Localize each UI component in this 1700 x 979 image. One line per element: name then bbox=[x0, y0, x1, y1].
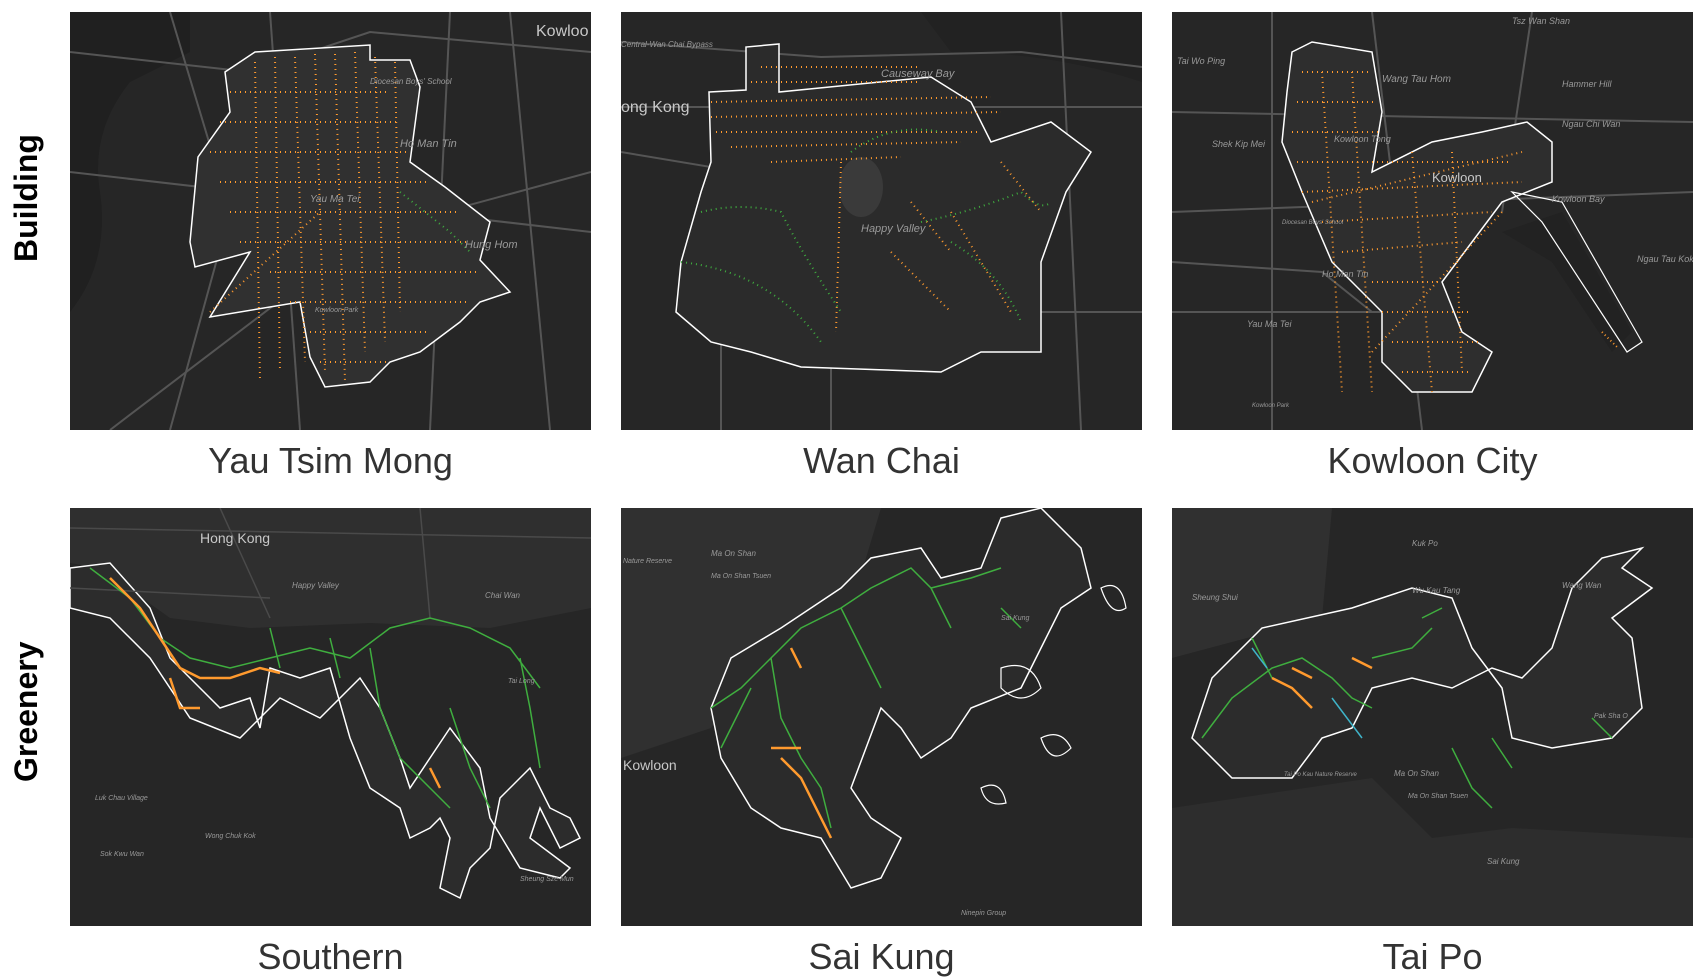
svg-text:Tsz Wan Shan: Tsz Wan Shan bbox=[1512, 16, 1570, 26]
svg-text:Ho Man Tin: Ho Man Tin bbox=[400, 138, 457, 150]
map-yau-tsim-mong: Kowloo Diocesan Boys' School Ho Man Tin … bbox=[70, 12, 591, 430]
svg-text:Ninepin Group: Ninepin Group bbox=[961, 910, 1006, 917]
svg-text:Tai Po Kau Nature Reserve: Tai Po Kau Nature Reserve bbox=[1284, 772, 1357, 778]
map-place-labels: Kowloo Diocesan Boys' School Ho Man Tin … bbox=[310, 23, 589, 314]
svg-text:Tai Long: Tai Long bbox=[508, 678, 535, 685]
svg-text:Kowloon Park: Kowloon Park bbox=[1252, 403, 1290, 409]
map-tai-po: Kuk Po Wu Kau Tang Wang Wan Sheung Shui … bbox=[1172, 508, 1693, 926]
greenery-point-cloud bbox=[89, 567, 541, 809]
svg-text:Hong Kong: Hong Kong bbox=[200, 530, 270, 546]
svg-text:Hammer Hill: Hammer Hill bbox=[1562, 79, 1613, 89]
map-place-labels: Central-Wan Chai Bypass Causeway Bay ong… bbox=[621, 40, 956, 235]
caption-sai-kung: Sai Kung bbox=[808, 936, 955, 977]
map-place-labels: Tsz Wan Shan Tai Wo Ping Wang Tau Hom Ha… bbox=[1177, 16, 1693, 409]
map-sai-kung: Ma On Shan Ma On Shan Tsuen Sai Kung Kow… bbox=[621, 508, 1127, 917]
svg-text:Pak Sha O: Pak Sha O bbox=[1594, 713, 1628, 720]
svg-text:Shek Kip Mei: Shek Kip Mei bbox=[1212, 139, 1266, 149]
map-place-labels: Kuk Po Wu Kau Tang Wang Wan Sheung Shui … bbox=[1192, 539, 1628, 866]
greenery-point-cloud bbox=[1201, 607, 1613, 809]
svg-text:Ma On Shan Tsuen: Ma On Shan Tsuen bbox=[711, 573, 771, 580]
map-panel-kowloon-city: Tsz Wan Shan Tai Wo Ping Wang Tau Hom Ha… bbox=[1172, 12, 1693, 430]
caption-wan-chai: Wan Chai bbox=[803, 440, 960, 481]
map-panel-southern: Hong Kong Happy Valley Chai Wan Tai Long… bbox=[70, 508, 591, 926]
svg-text:Ma On Shan Tsuen: Ma On Shan Tsuen bbox=[1408, 793, 1468, 800]
building-point-cloud bbox=[1292, 71, 1618, 393]
svg-text:Wang Wan: Wang Wan bbox=[1562, 581, 1602, 590]
svg-text:Sheung Sze Mun: Sheung Sze Mun bbox=[520, 876, 574, 883]
row-label-greenery: Greenery bbox=[8, 641, 44, 782]
svg-text:Sai Kung: Sai Kung bbox=[1487, 857, 1520, 866]
svg-text:Kowloon: Kowloon bbox=[623, 757, 677, 773]
caption-kowloon-city: Kowloon City bbox=[1327, 440, 1538, 481]
map-panel-tai-po: Kuk Po Wu Kau Tang Wang Wan Sheung Shui … bbox=[1172, 508, 1693, 926]
svg-text:Ho Man Tin: Ho Man Tin bbox=[1322, 269, 1368, 279]
svg-text:ong Kong: ong Kong bbox=[621, 99, 690, 116]
svg-text:Ngau Chi Wan: Ngau Chi Wan bbox=[1562, 119, 1620, 129]
svg-text:Luk Chau Village: Luk Chau Village bbox=[95, 795, 148, 802]
greenery-point-cloud bbox=[710, 567, 1022, 839]
svg-text:Nature Reserve: Nature Reserve bbox=[623, 558, 672, 565]
map-place-labels: Hong Kong Happy Valley Chai Wan Tai Long… bbox=[95, 530, 574, 883]
svg-text:Ma On Shan: Ma On Shan bbox=[711, 549, 756, 558]
svg-text:Ma On Shan: Ma On Shan bbox=[1394, 769, 1439, 778]
svg-text:Diocesan Boys' School: Diocesan Boys' School bbox=[370, 77, 452, 86]
map-kowloon-city: Tsz Wan Shan Tai Wo Ping Wang Tau Hom Ha… bbox=[1172, 12, 1693, 430]
row-label-building: Building bbox=[8, 134, 44, 262]
svg-text:Kowloon Park: Kowloon Park bbox=[315, 307, 359, 314]
svg-text:Tai Wo Ping: Tai Wo Ping bbox=[1177, 56, 1225, 66]
svg-text:Wang Tau Hom: Wang Tau Hom bbox=[1382, 74, 1451, 85]
svg-text:Happy Valley: Happy Valley bbox=[292, 581, 340, 590]
svg-text:Sheung Shui: Sheung Shui bbox=[1192, 593, 1238, 602]
svg-text:Chai Wan: Chai Wan bbox=[485, 591, 521, 600]
map-panel-yau-tsim-mong: Kowloo Diocesan Boys' School Ho Man Tin … bbox=[70, 12, 591, 430]
svg-text:Happy Valley: Happy Valley bbox=[861, 223, 927, 235]
map-panel-sai-kung: Ma On Shan Ma On Shan Tsuen Sai Kung Kow… bbox=[621, 508, 1142, 926]
building-point-cloud bbox=[209, 51, 480, 383]
svg-text:Yau Ma Tei: Yau Ma Tei bbox=[1247, 319, 1293, 329]
svg-text:Hung Hom: Hung Hom bbox=[465, 239, 518, 251]
svg-text:Ngau Tau Kok: Ngau Tau Kok bbox=[1637, 254, 1693, 264]
caption-tai-po: Tai Po bbox=[1382, 936, 1483, 977]
svg-text:Wu Kau Tang: Wu Kau Tang bbox=[1412, 586, 1461, 595]
svg-text:Central-Wan Chai Bypass: Central-Wan Chai Bypass bbox=[621, 40, 713, 49]
map-place-labels: Ma On Shan Ma On Shan Tsuen Sai Kung Kow… bbox=[623, 549, 1030, 917]
caption-southern: Southern bbox=[257, 936, 404, 977]
map-panel-wan-chai: Central-Wan Chai Bypass Causeway Bay ong… bbox=[621, 12, 1142, 430]
map-wan-chai: Central-Wan Chai Bypass Causeway Bay ong… bbox=[621, 12, 1142, 430]
map-southern: Hong Kong Happy Valley Chai Wan Tai Long… bbox=[70, 508, 591, 900]
svg-text:Kowloon Tong: Kowloon Tong bbox=[1334, 134, 1391, 144]
svg-text:Kowloo: Kowloo bbox=[536, 23, 589, 40]
svg-text:Kuk Po: Kuk Po bbox=[1412, 539, 1438, 548]
svg-text:Kowloon: Kowloon bbox=[1432, 170, 1482, 185]
svg-text:Diocesan Boys' School: Diocesan Boys' School bbox=[1282, 220, 1344, 226]
svg-text:Sai Kung: Sai Kung bbox=[1001, 615, 1030, 622]
caption-yau-tsim-mong: Yau Tsim Mong bbox=[208, 440, 453, 481]
svg-text:Causeway Bay: Causeway Bay bbox=[881, 68, 956, 80]
svg-text:Yau Ma Tei: Yau Ma Tei bbox=[310, 194, 360, 205]
building-point-cloud bbox=[680, 66, 1052, 343]
svg-text:Kowloon Bay: Kowloon Bay bbox=[1552, 194, 1605, 204]
svg-text:Wong Chuk Kok: Wong Chuk Kok bbox=[205, 833, 256, 840]
svg-text:Sok Kwu Wan: Sok Kwu Wan bbox=[100, 851, 144, 858]
